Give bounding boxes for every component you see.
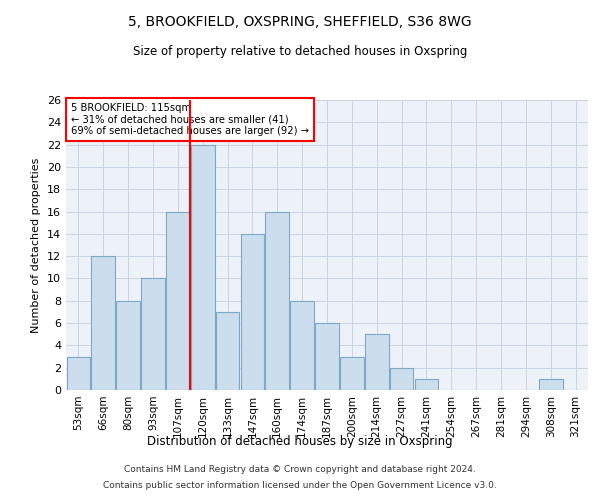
Bar (390, 368, 413, 390)
Bar (290, 301, 314, 390)
Text: 5, BROOKFIELD, OXSPRING, SHEFFIELD, S36 8WG: 5, BROOKFIELD, OXSPRING, SHEFFIELD, S36 … (128, 15, 472, 29)
Bar (241, 234, 264, 390)
Text: Size of property relative to detached houses in Oxspring: Size of property relative to detached ho… (133, 45, 467, 58)
Bar (539, 379, 563, 390)
Bar (340, 356, 364, 390)
Bar (91, 256, 115, 390)
Text: Contains public sector information licensed under the Open Government Licence v3: Contains public sector information licen… (103, 480, 497, 490)
Text: Contains HM Land Registry data © Crown copyright and database right 2024.: Contains HM Land Registry data © Crown c… (124, 466, 476, 474)
Bar (415, 379, 438, 390)
Bar (315, 323, 339, 390)
Text: 5 BROOKFIELD: 115sqm
← 31% of detached houses are smaller (41)
69% of semi-detac: 5 BROOKFIELD: 115sqm ← 31% of detached h… (71, 103, 309, 136)
Bar (216, 312, 239, 390)
Bar (141, 278, 165, 390)
Bar (365, 334, 389, 390)
Bar (191, 144, 215, 390)
Bar (166, 212, 190, 390)
Bar (67, 356, 90, 390)
Y-axis label: Number of detached properties: Number of detached properties (31, 158, 41, 332)
Bar (265, 212, 289, 390)
Bar (116, 301, 140, 390)
Text: Distribution of detached houses by size in Oxspring: Distribution of detached houses by size … (147, 435, 453, 448)
